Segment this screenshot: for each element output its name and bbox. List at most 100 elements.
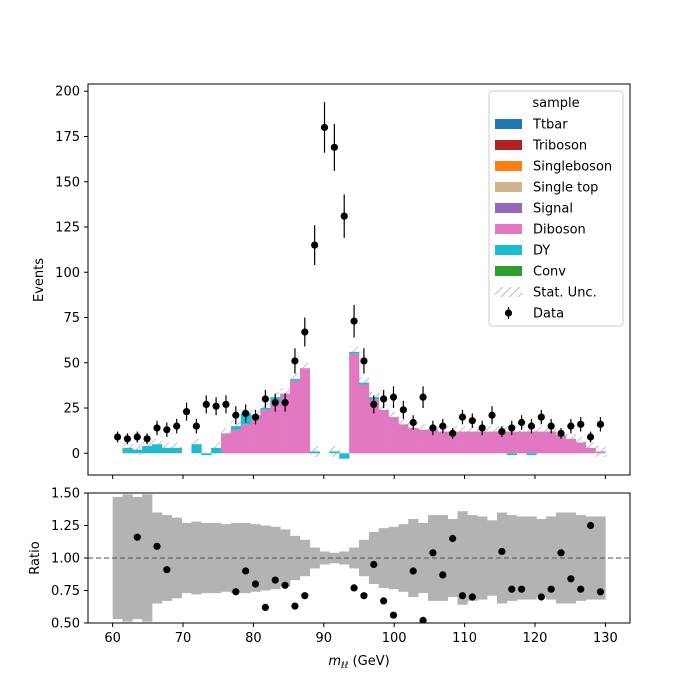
- stat-unc-1: [122, 442, 133, 454]
- data-point-2: [133, 433, 141, 441]
- x-axis-label-sub: ℓℓ: [340, 661, 348, 671]
- data-point-8: [192, 422, 200, 430]
- data-point-13: [242, 409, 250, 418]
- data-point-27: [380, 395, 388, 403]
- ratio-band-bin-14: [250, 524, 261, 592]
- data-point-47: [577, 420, 585, 428]
- data-point-46: [567, 422, 575, 430]
- data-point-35: [458, 413, 467, 421]
- bar-diboson-41: [516, 431, 527, 454]
- x-axis-label: mℓℓ (GeV): [328, 654, 389, 671]
- data-point-37: [478, 424, 486, 432]
- data-point-40: [508, 424, 516, 432]
- stat-unc-49: [595, 446, 606, 457]
- bar-diboson-37: [477, 431, 488, 454]
- data-point-28: [389, 393, 398, 401]
- ratio-band-bin-27: [378, 528, 389, 588]
- ratio-band-bin-13: [240, 522, 251, 594]
- main-x-ticks: [112, 475, 606, 479]
- stat-unc-43: [536, 426, 547, 437]
- stat-unc-48: [585, 442, 596, 454]
- ratio-point-18: [429, 549, 437, 557]
- legend-label-single-top: Single top: [533, 181, 598, 196]
- bar-diboson-42: [526, 431, 537, 454]
- ratio-point-10: [301, 592, 309, 600]
- data-point-15: [261, 395, 269, 403]
- data-point-7: [182, 408, 191, 416]
- legend-swatch-triboson: [495, 140, 522, 150]
- legend-label-signal: Signal: [533, 202, 573, 217]
- bar-dy-9: [201, 453, 212, 456]
- ratio-point-32: [596, 588, 605, 596]
- ratio-xtick-label-7: 130: [593, 631, 618, 646]
- ratio-point-30: [577, 585, 585, 593]
- data-point-41: [518, 418, 526, 427]
- main-ytick-label-4: 100: [55, 266, 80, 281]
- data-point-49: [596, 420, 605, 428]
- ratio-point-20: [449, 534, 457, 543]
- stat-unc-38: [487, 426, 498, 437]
- ratio-point-12: [360, 592, 368, 600]
- stat-unc-3: [142, 440, 153, 452]
- bar-diboson-29: [398, 424, 409, 454]
- stat-unc-35: [457, 426, 468, 437]
- ratio-band-bin-9: [201, 522, 212, 594]
- stat-unc-29: [398, 418, 409, 430]
- ratio-band-bin-26: [368, 532, 380, 584]
- stat-unc-6: [171, 442, 182, 454]
- bar-diboson-28: [388, 417, 399, 454]
- main-ytick-label-7: 175: [55, 130, 80, 145]
- ratio-xtick-label-2: 80: [245, 631, 262, 646]
- ratio-point-14: [380, 597, 388, 605]
- data-point-16: [271, 398, 279, 407]
- data-point-32: [429, 424, 437, 432]
- ratio-band-bin-5: [161, 515, 173, 601]
- ratio-band-bin-40: [506, 515, 517, 601]
- ratio-ytick-label-4: 1.50: [51, 487, 80, 502]
- bar-diboson-15: [260, 409, 271, 454]
- ratio-point-31: [586, 521, 595, 530]
- bar-diboson-16: [270, 402, 281, 454]
- data-point-30: [409, 418, 417, 427]
- stat-unc-46: [565, 433, 577, 445]
- legend-label-dy: DY: [533, 244, 550, 259]
- ratio-band-bin-31: [418, 522, 429, 594]
- bar-diboson-25: [359, 384, 370, 454]
- ratio-point-28: [557, 549, 565, 557]
- ratio-point-16: [409, 567, 417, 575]
- legend-swatch-singleboson: [495, 161, 522, 171]
- stat-unc-5: [161, 442, 173, 454]
- ratio-point-9: [291, 602, 299, 610]
- legend-label-conv: Conv: [533, 265, 566, 280]
- bar-diboson-44: [546, 431, 557, 454]
- ratio-point-21: [458, 592, 467, 600]
- data-point-18: [291, 357, 299, 365]
- ratio-ytick-label-2: 1.00: [51, 552, 80, 567]
- bar-diboson-33: [437, 431, 448, 454]
- ratio-point-17: [419, 616, 427, 623]
- ratio-ytick-label-3: 1.25: [51, 519, 80, 534]
- data-point-20: [311, 241, 319, 249]
- ratio-xtick-label-4: 100: [382, 631, 407, 646]
- ratio-point-3: [232, 588, 240, 596]
- ratio-xtick-label-3: 90: [316, 631, 333, 646]
- data-point-33: [439, 422, 447, 430]
- ratio-xtick-label-0: 60: [104, 631, 121, 646]
- data-point-6: [173, 422, 181, 430]
- bar-diboson-27: [378, 409, 389, 454]
- ratio-points: [133, 521, 605, 623]
- bar-diboson-35: [457, 431, 468, 454]
- ratio-band-bin-18: [290, 535, 301, 581]
- stat-unc-8: [191, 438, 202, 450]
- data-point-26: [370, 400, 378, 409]
- legend: sample Ttbar Triboson Singleboson Single top…: [488, 90, 624, 327]
- stat-unc-18: [290, 373, 301, 385]
- stat-unc-11: [221, 427, 232, 439]
- data-point-23: [340, 212, 348, 220]
- bar-diboson-17: [280, 393, 291, 454]
- ratio-panel: 0.50 0.75 1.00 1.25 1.50 60 70 80 90 100 110 120 13…: [28, 487, 631, 671]
- data-point-11: [222, 400, 230, 409]
- legend-label-singleboson: Singleboson: [533, 160, 612, 175]
- main-y-ticks: 0 25 50 75 100 125 150 175 200: [55, 85, 88, 462]
- stat-unc-22: [329, 446, 340, 457]
